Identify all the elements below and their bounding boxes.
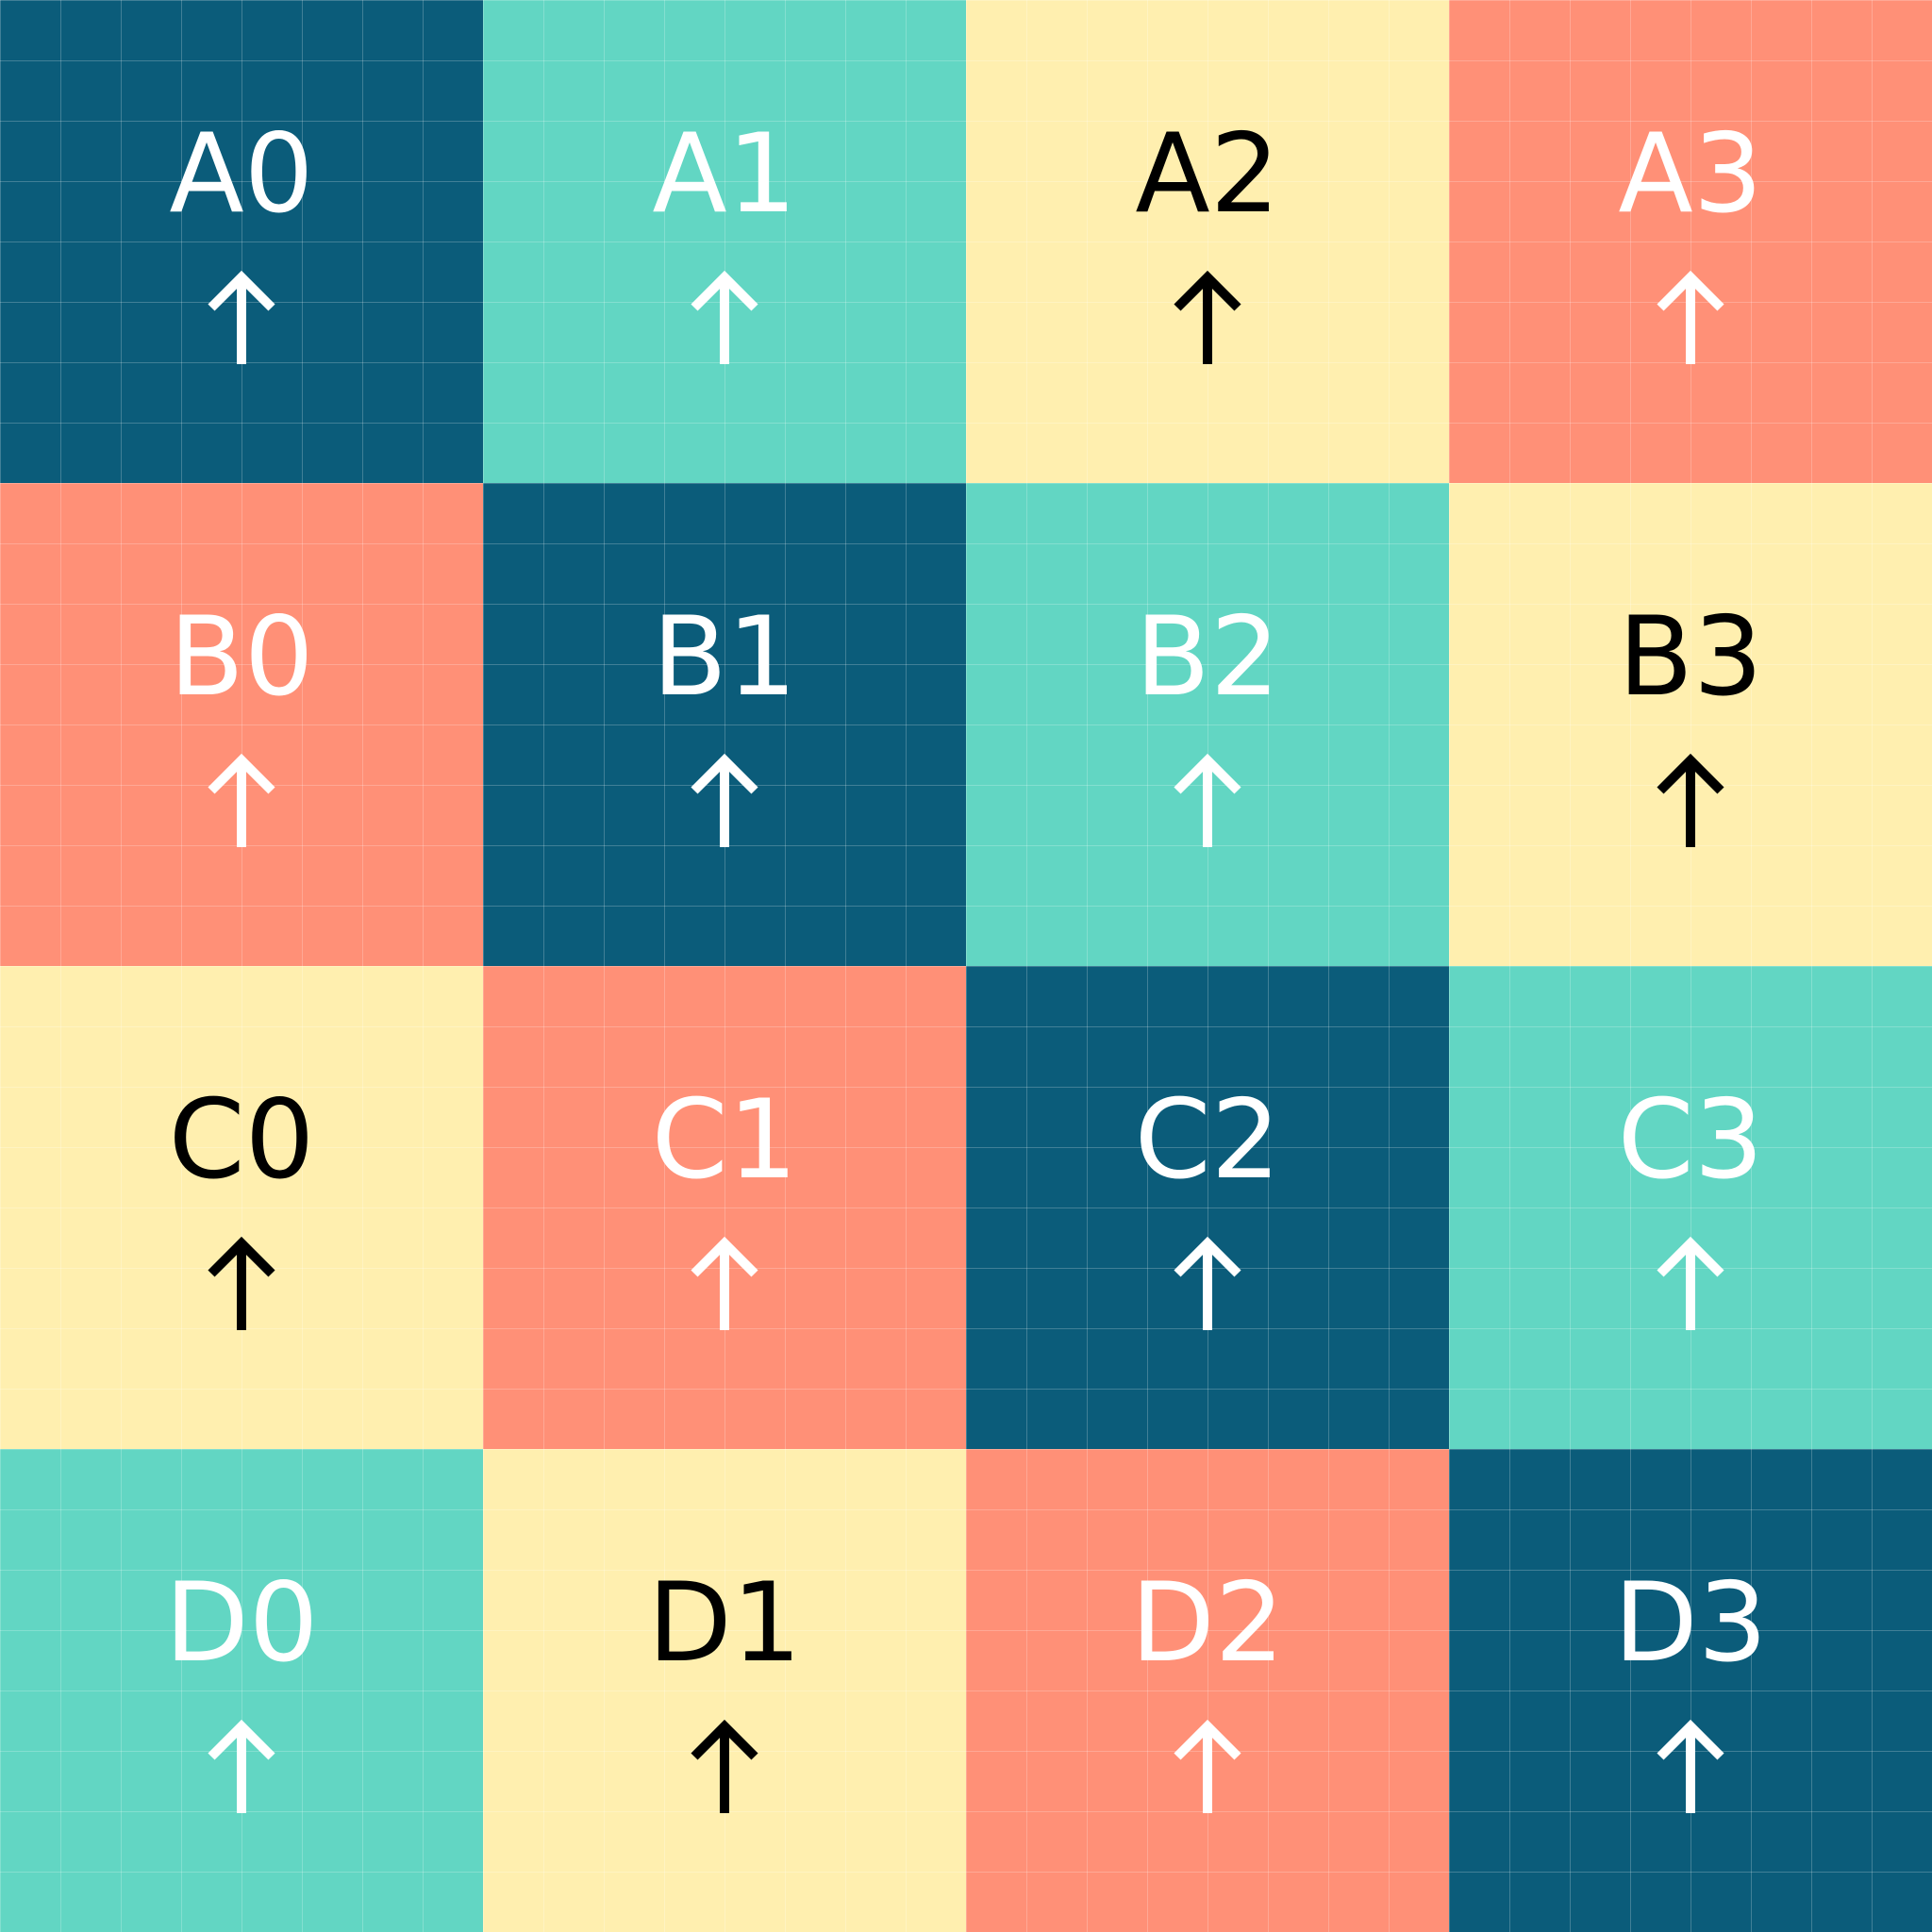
tile-c3: C3 bbox=[1449, 966, 1932, 1449]
tile-label: D3 bbox=[1613, 1559, 1768, 1687]
tile-b1: B1 bbox=[483, 483, 966, 966]
tile-b0: B0 bbox=[0, 483, 483, 966]
up-arrow-icon bbox=[1174, 1232, 1241, 1343]
tile-label: C3 bbox=[1617, 1076, 1764, 1204]
up-arrow-icon bbox=[691, 1232, 758, 1343]
tile-a1: A1 bbox=[483, 0, 966, 483]
tile-a2: A2 bbox=[966, 0, 1449, 483]
up-arrow-icon bbox=[691, 1715, 758, 1826]
tile-a3: A3 bbox=[1449, 0, 1932, 483]
tile-label: D0 bbox=[164, 1559, 319, 1687]
tile-label: B0 bbox=[169, 593, 314, 721]
tile-label: A2 bbox=[1135, 110, 1280, 238]
up-arrow-icon bbox=[1657, 749, 1724, 860]
up-arrow-icon bbox=[691, 266, 758, 377]
tile-b3: B3 bbox=[1449, 483, 1932, 966]
up-arrow-icon bbox=[1174, 749, 1241, 860]
tile-label: C2 bbox=[1134, 1076, 1281, 1204]
tile-label: B1 bbox=[652, 593, 797, 721]
up-arrow-icon bbox=[1174, 1715, 1241, 1826]
tile-d1: D1 bbox=[483, 1449, 966, 1932]
tile-label: B2 bbox=[1135, 593, 1280, 721]
up-arrow-icon bbox=[1174, 266, 1241, 377]
tile-c2: C2 bbox=[966, 966, 1449, 1449]
tile-d0: D0 bbox=[0, 1449, 483, 1932]
up-arrow-icon bbox=[208, 266, 275, 377]
tile-c1: C1 bbox=[483, 966, 966, 1449]
tile-label: A0 bbox=[169, 110, 314, 238]
up-arrow-icon bbox=[208, 1232, 275, 1343]
tile-label: A1 bbox=[652, 110, 797, 238]
up-arrow-icon bbox=[691, 749, 758, 860]
tile-label: D2 bbox=[1130, 1559, 1285, 1687]
up-arrow-icon bbox=[208, 749, 275, 860]
tile-a0: A0 bbox=[0, 0, 483, 483]
up-arrow-icon bbox=[1657, 266, 1724, 377]
up-arrow-icon bbox=[1657, 1232, 1724, 1343]
tile-label: B3 bbox=[1618, 593, 1763, 721]
tile-label: A3 bbox=[1618, 110, 1763, 238]
tile-c0: C0 bbox=[0, 966, 483, 1449]
up-arrow-icon bbox=[208, 1715, 275, 1826]
tile-d2: D2 bbox=[966, 1449, 1449, 1932]
up-arrow-icon bbox=[1657, 1715, 1724, 1826]
tile-label: C1 bbox=[651, 1076, 798, 1204]
tile-d3: D3 bbox=[1449, 1449, 1932, 1932]
tile-label: D1 bbox=[647, 1559, 802, 1687]
tile-label: C0 bbox=[168, 1076, 315, 1204]
tile-b2: B2 bbox=[966, 483, 1449, 966]
